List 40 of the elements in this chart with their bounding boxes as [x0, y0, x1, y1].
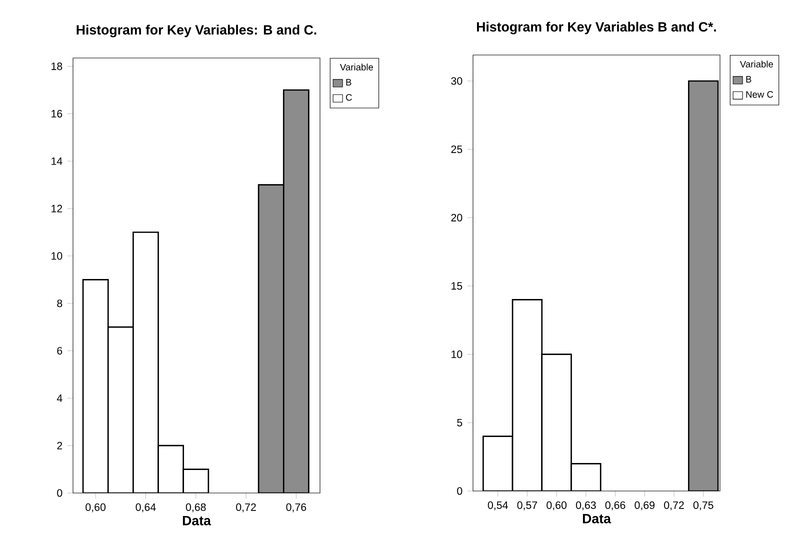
y-tick-label: 30 [451, 77, 462, 85]
x-tick-label: 0,54 [488, 501, 508, 510]
y-tick-label: 12 [52, 204, 62, 212]
legend-label: B [346, 79, 352, 86]
x-tick-label: 0,60 [546, 501, 567, 510]
y-tick-label: 10 [452, 350, 462, 358]
x-tick-label: 0,64 [136, 503, 156, 512]
x-tick-label: 0,69 [634, 501, 655, 510]
legend-label: B [746, 76, 752, 82]
y-tick-label: 0 [57, 489, 62, 497]
y-tick-label: 15 [452, 282, 462, 290]
x-tick-label: 0,66 [605, 501, 626, 510]
x-tick-label: 0,57 [517, 501, 538, 510]
x-tick-label: 0,63 [576, 501, 596, 510]
y-tick-label: 2 [57, 442, 62, 450]
chart-title: Histogram for Key Variables: B and C. [76, 24, 316, 38]
y-tick-label: 4 [56, 394, 62, 402]
y-tick-label: 10 [52, 252, 62, 260]
y-tick-label: 20 [451, 214, 462, 222]
y-tick-label: 0 [457, 487, 462, 495]
y-tick-label: 16 [52, 110, 62, 118]
y-tick-label: 5 [457, 418, 462, 426]
x-tick-label: 0,60 [86, 503, 106, 512]
legend-label: C [346, 94, 352, 101]
text: New C [746, 91, 774, 98]
legend-title: Variable [340, 64, 374, 70]
chart-title: Histogram for Key Variables B and C*. [476, 22, 716, 34]
y-tick-label: 8 [57, 300, 62, 308]
y-tick-label: 6 [57, 346, 62, 355]
x-tick-label: 0,76 [286, 503, 306, 512]
y-tick-label: 18 [52, 62, 62, 70]
legend-title: Variable [740, 60, 774, 68]
y-tick-label: 14 [52, 157, 62, 165]
x-axis-title: Data [582, 514, 612, 524]
x-tick-label: 0,75 [693, 501, 714, 510]
x-axis-title: Data [182, 516, 212, 526]
x-tick-label: 0,72 [236, 503, 256, 512]
y-tick-label: 25 [451, 146, 462, 154]
x-tick-label: 0,72 [664, 501, 684, 510]
x-tick-label: 0,68 [186, 503, 206, 512]
